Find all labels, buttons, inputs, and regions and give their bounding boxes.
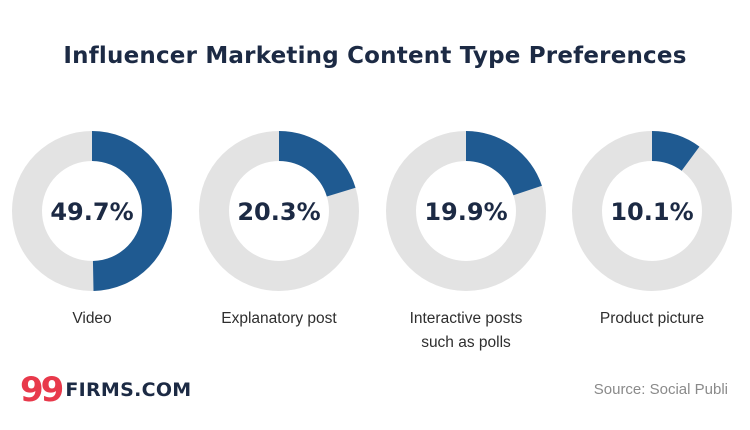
value-label: 19.9%: [424, 198, 507, 226]
chart-title: Influencer Marketing Content Type Prefer…: [63, 43, 687, 69]
category-label: Product picture: [599, 310, 705, 327]
donut-slice: [92, 131, 172, 291]
value-label: 49.7%: [50, 198, 133, 226]
source-note: Source: Social Publi: [593, 381, 728, 398]
logo-text: FIRMS.COM: [65, 379, 192, 401]
donut-slice: [466, 131, 542, 196]
category-label: Video: [72, 310, 112, 327]
value-label: 10.1%: [610, 198, 693, 226]
donut-slice: [279, 131, 356, 197]
category-label: Interactive posts such as polls: [409, 310, 523, 351]
donut-slice: [652, 131, 700, 171]
brand-logo: 99 FIRMS.COM: [20, 370, 192, 410]
category-label: Explanatory post: [221, 310, 337, 327]
logo-mark: 99: [20, 370, 64, 410]
value-label: 20.3%: [237, 198, 320, 226]
